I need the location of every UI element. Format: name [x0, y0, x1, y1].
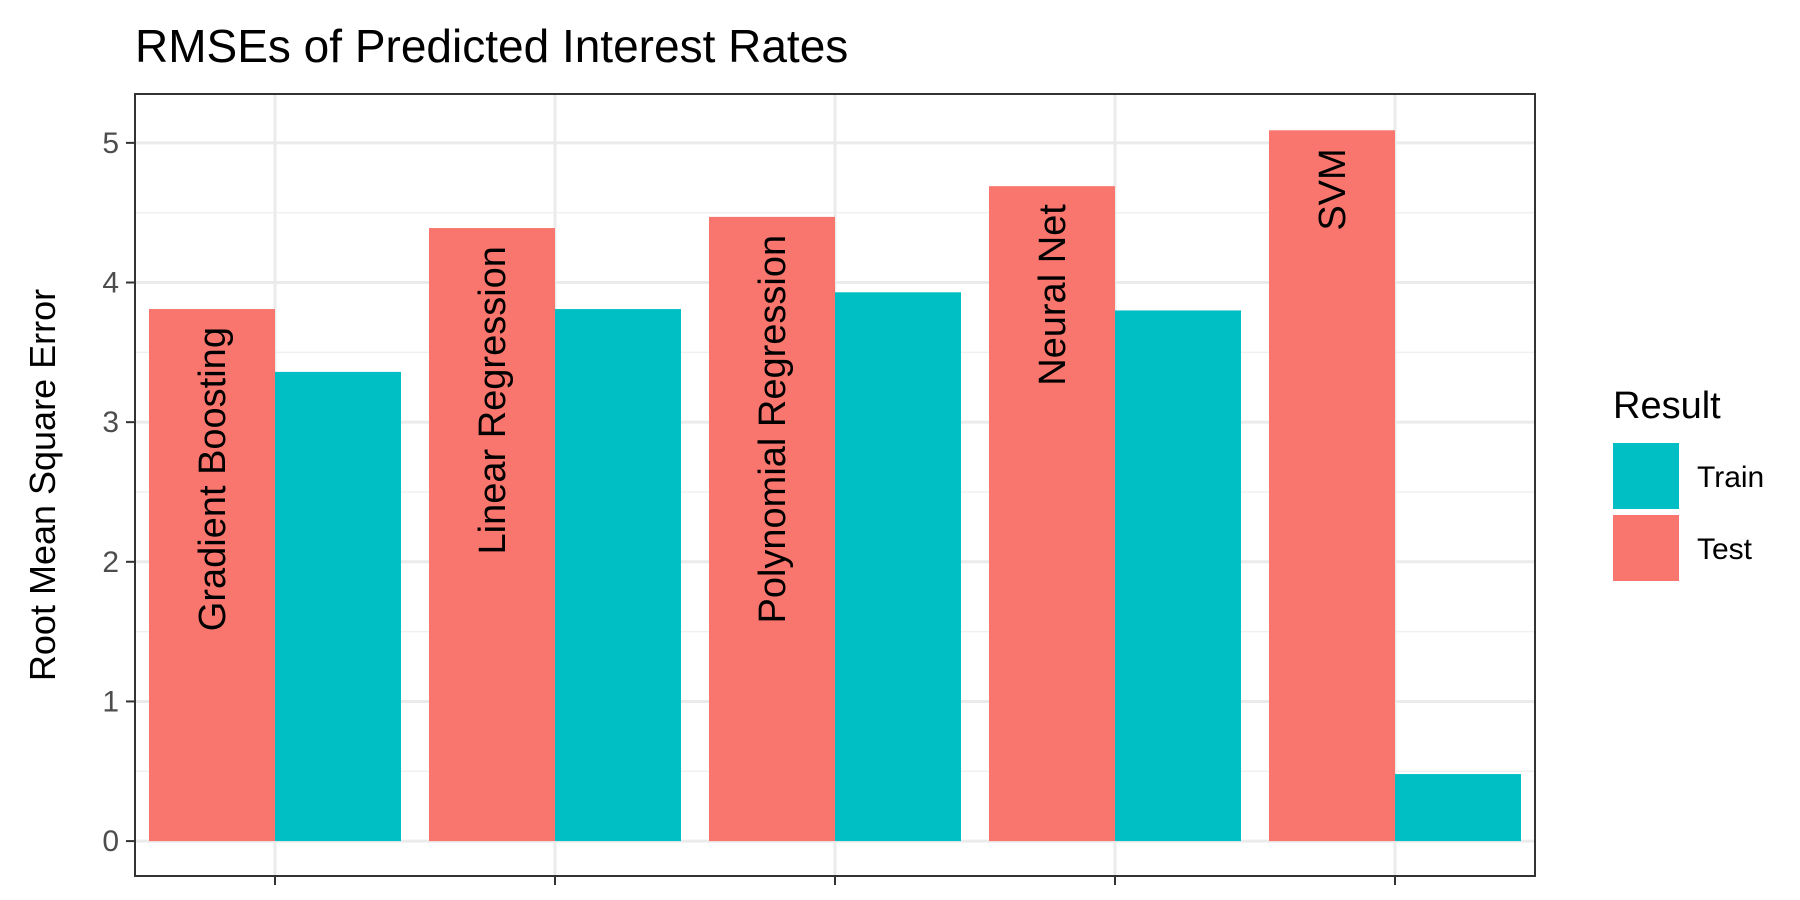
y-axis-title: Root Mean Square Error — [22, 289, 63, 681]
bar-train — [1395, 774, 1521, 842]
y-tick-label: 4 — [102, 267, 119, 300]
y-tick-label: 0 — [102, 825, 119, 858]
y-tick-label: 1 — [102, 685, 119, 718]
y-tick-label: 3 — [102, 406, 119, 439]
legend-label-train: Train — [1697, 461, 1764, 494]
bar-test — [1269, 130, 1395, 842]
bar-train — [1115, 310, 1241, 842]
bar-category-label: Polynomial Regression — [752, 235, 794, 624]
y-tick-label: 2 — [102, 546, 119, 579]
bar-category-label: Neural Net — [1032, 204, 1074, 386]
legend-label-test: Test — [1697, 533, 1753, 566]
legend-key-test — [1613, 515, 1679, 581]
bar-category-label: SVM — [1312, 148, 1354, 230]
bar-test — [429, 228, 555, 842]
bar-category-label: Linear Regression — [472, 246, 514, 554]
bar-category-label: Gradient Boosting — [192, 327, 234, 631]
bar-train — [275, 371, 401, 842]
bar-test — [149, 309, 275, 842]
bars — [149, 130, 1521, 842]
bar-train — [835, 292, 961, 842]
chart-title: RMSEs of Predicted Interest Rates — [135, 20, 848, 72]
y-tick-label: 5 — [102, 127, 119, 160]
y-axis: 0 1 2 3 4 5 — [102, 127, 1396, 885]
legend-title: Result — [1613, 385, 1721, 427]
bar-test — [989, 186, 1115, 842]
bar-labels: Gradient Boosting Linear Regression Polyno… — [192, 148, 1354, 631]
bar-train — [555, 309, 681, 842]
legend: Result Train Test — [1613, 385, 1764, 581]
legend-items: Train Test — [1613, 443, 1764, 581]
legend-key-train — [1613, 443, 1679, 509]
bar-test — [709, 216, 835, 842]
